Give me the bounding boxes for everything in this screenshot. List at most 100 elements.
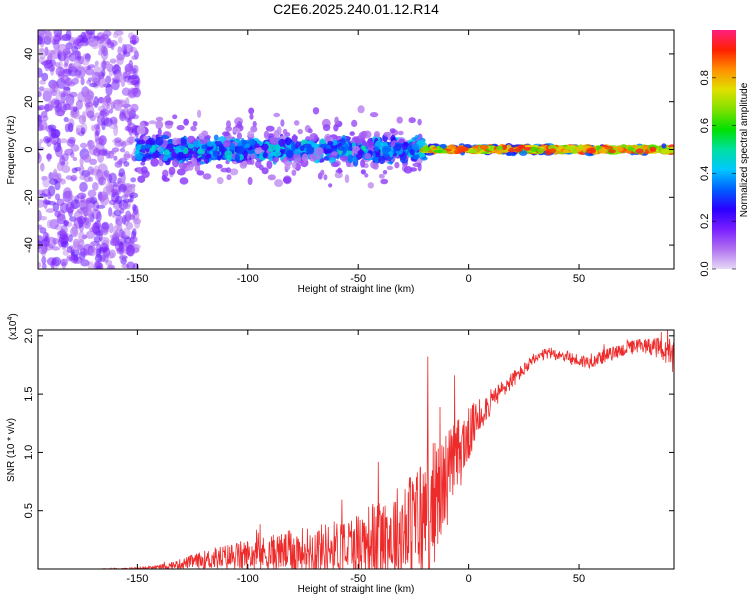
spectrogram-y-label: Frequency (Hz) (6, 116, 17, 185)
heatmap-cell (206, 141, 214, 147)
heatmap-cell (314, 147, 324, 156)
heatmap-cell (42, 115, 49, 122)
spectrogram-x-ticks: -150 -100 -50 0 50 (126, 30, 585, 285)
heatmap-cell (125, 213, 134, 219)
heatmap-cell (530, 146, 539, 152)
heatmap-cell (365, 140, 375, 148)
heatmap-cell (57, 43, 68, 55)
heatmap-cell (433, 149, 443, 153)
heatmap-cell (39, 193, 48, 198)
heatmap-cell (94, 254, 103, 263)
heatmap-cell (38, 199, 45, 208)
heatmap-cell (320, 169, 325, 176)
heatmap-cell (364, 153, 372, 160)
heatmap-cell (232, 127, 241, 134)
heatmap-cell (87, 189, 97, 198)
heatmap-cell (109, 58, 117, 64)
heatmap-cell (340, 138, 346, 146)
heatmap-cell (117, 36, 123, 44)
heatmap-cell (99, 242, 109, 252)
heatmap-cell (38, 86, 45, 92)
heatmap-cell (68, 52, 77, 62)
heatmap-cell (38, 242, 48, 255)
snr-multiplier-exponent: 4 (7, 317, 14, 321)
heatmap-cell (306, 146, 315, 155)
heatmap-cell (291, 169, 297, 176)
heatmap-cell (121, 194, 129, 199)
heatmap-cell (417, 162, 422, 172)
heatmap-cell (73, 241, 80, 250)
heatmap-cell (194, 164, 201, 173)
heatmap-cell (63, 62, 69, 68)
heatmap-cell (116, 56, 124, 66)
heatmap-cell (38, 224, 43, 230)
heatmap-cell (254, 147, 263, 155)
heatmap-cell (108, 249, 117, 259)
x-tick-label: -50 (350, 273, 366, 285)
colorbar: 0.0 0.2 0.4 0.6 0.8 Normalized spectral ampl… (699, 30, 750, 277)
heatmap-cell (357, 149, 365, 156)
heatmap-cell (38, 142, 42, 147)
heatmap-cell (358, 131, 367, 139)
heatmap-cell (82, 58, 90, 66)
heatmap-cell (352, 156, 357, 163)
heatmap-cell (160, 135, 170, 140)
heatmap-cell (67, 122, 74, 133)
heatmap-cell (63, 219, 69, 227)
heatmap-cell (249, 113, 254, 120)
heatmap-cell (60, 224, 68, 235)
heatmap-cell (237, 121, 242, 129)
heatmap-cell (117, 46, 122, 55)
heatmap-cell (549, 148, 557, 154)
heatmap-cell (97, 149, 108, 156)
heatmap-cell (126, 107, 136, 116)
heatmap-cell (447, 144, 457, 150)
heatmap-cell (224, 150, 233, 159)
heatmap-cell (69, 91, 78, 98)
heatmap-cell (110, 101, 115, 110)
heatmap-cell (96, 204, 106, 209)
snr-multiplier-suffix: ) (8, 313, 19, 316)
heatmap-cell (38, 67, 43, 78)
heatmap-cell (128, 192, 139, 199)
heatmap-cell (274, 179, 284, 188)
heatmap-cell (108, 265, 114, 269)
heatmap-cell (89, 226, 98, 233)
heatmap-cell (79, 181, 88, 193)
heatmap-cell (39, 138, 44, 144)
colorbar-tick-label: 0.4 (699, 166, 711, 181)
heatmap-cell (112, 32, 119, 39)
heatmap-cell (163, 149, 170, 156)
heatmap-cell (295, 141, 302, 147)
heatmap-cell (183, 118, 189, 126)
heatmap-cell (129, 39, 137, 45)
heatmap-cell (150, 158, 159, 167)
heatmap-cell (60, 75, 70, 84)
heatmap-cell (292, 134, 298, 143)
heatmap-cell (455, 145, 467, 152)
heatmap-cell (66, 246, 73, 253)
heatmap-cell (41, 256, 47, 265)
heatmap-cell (301, 153, 309, 162)
heatmap-cell (83, 66, 88, 73)
x-tick-label: 0 (466, 573, 472, 585)
heatmap-cell (72, 156, 78, 162)
snr-multiplier-prefix: (x10 (8, 320, 19, 340)
heatmap-cell (126, 244, 135, 257)
heatmap-cell (172, 158, 180, 168)
heatmap-cell (85, 230, 96, 239)
heatmap-cell (409, 149, 415, 156)
heatmap-cell (225, 126, 233, 132)
heatmap-cell (68, 106, 77, 111)
heatmap-cell (102, 252, 109, 263)
snr-x-ticks: -150 -100 -50 0 50 (126, 330, 585, 585)
heatmap-cell (110, 42, 115, 50)
heatmap-cell (212, 151, 219, 158)
heatmap-cell (375, 152, 381, 157)
heatmap-cell (234, 153, 241, 163)
heatmap-cell (263, 130, 270, 139)
snr-y-ticks: 0.5 1.0 1.5 2.0 (23, 328, 674, 518)
heatmap-cell (347, 146, 353, 151)
heatmap-cell (79, 156, 84, 166)
heatmap-cell (112, 99, 123, 105)
